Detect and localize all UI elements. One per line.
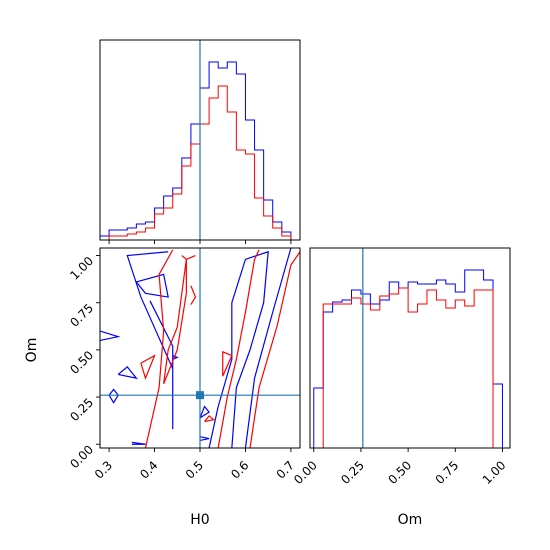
hist-Om-x-tick-label: 1.00 bbox=[480, 458, 509, 487]
contour-red-8 bbox=[181, 254, 196, 261]
hist-Om-x-tick-label: 0.50 bbox=[385, 458, 414, 487]
contour-blue-10 bbox=[199, 436, 210, 442]
hist-Om-frame bbox=[309, 247, 511, 449]
y-axis-label-Om: Om bbox=[24, 338, 40, 363]
contour-blue-0 bbox=[126, 251, 174, 430]
contour-red-1 bbox=[163, 259, 187, 385]
contour-blue-1 bbox=[135, 273, 169, 298]
hist-H0-panel bbox=[99, 39, 301, 244]
x-axis-label-Om: Om bbox=[398, 512, 423, 528]
contour-y-tick-label: 0.50 bbox=[67, 348, 96, 377]
contour-red-7 bbox=[204, 415, 215, 423]
contour-blue-5 bbox=[131, 441, 146, 445]
contour-red-2 bbox=[217, 249, 260, 448]
contour-red-0 bbox=[144, 249, 174, 448]
x-axis-label-H0: H0 bbox=[190, 512, 209, 528]
contour-red-5 bbox=[222, 350, 233, 377]
contour-y-tick-label: 1.00 bbox=[67, 254, 96, 283]
contour-blue-4 bbox=[108, 388, 119, 404]
contour-blue-2 bbox=[100, 330, 121, 342]
contour-x-tick-label: 0.5 bbox=[183, 458, 206, 481]
contour-red-6 bbox=[190, 285, 197, 305]
contour-y-tick-label: 0.75 bbox=[67, 301, 96, 330]
contour-red-3 bbox=[249, 251, 300, 448]
hist-Om-panel: 0.00 0.25 0.50 0.75 1.00 bbox=[291, 247, 511, 487]
contour-x-tick-label: 0.3 bbox=[92, 458, 115, 481]
contour-blue-3 bbox=[117, 366, 138, 380]
hist-Om-x-tick-label: 0.00 bbox=[291, 458, 320, 487]
contour-blue-7 bbox=[244, 248, 292, 448]
hist-Om-x-tick-label: 0.75 bbox=[433, 458, 462, 487]
truth-marker bbox=[196, 391, 204, 400]
contour-panel: 0.3 0.4 0.5 0.6 0.70.000.250.500.751.00 bbox=[67, 247, 301, 482]
contour-y-tick-label: 0.25 bbox=[67, 395, 96, 424]
contour-blue-8 bbox=[199, 405, 210, 419]
contour-x-tick-label: 0.4 bbox=[137, 458, 160, 481]
contour-x-tick-label: 0.6 bbox=[228, 458, 251, 481]
hist-Om-series-red bbox=[313, 287, 503, 449]
contour-red-4 bbox=[140, 354, 156, 381]
contour-lines bbox=[100, 248, 300, 448]
hist-Om-x-tick-label: 0.25 bbox=[338, 458, 367, 487]
contour-y-tick-label: 0.00 bbox=[67, 442, 96, 471]
